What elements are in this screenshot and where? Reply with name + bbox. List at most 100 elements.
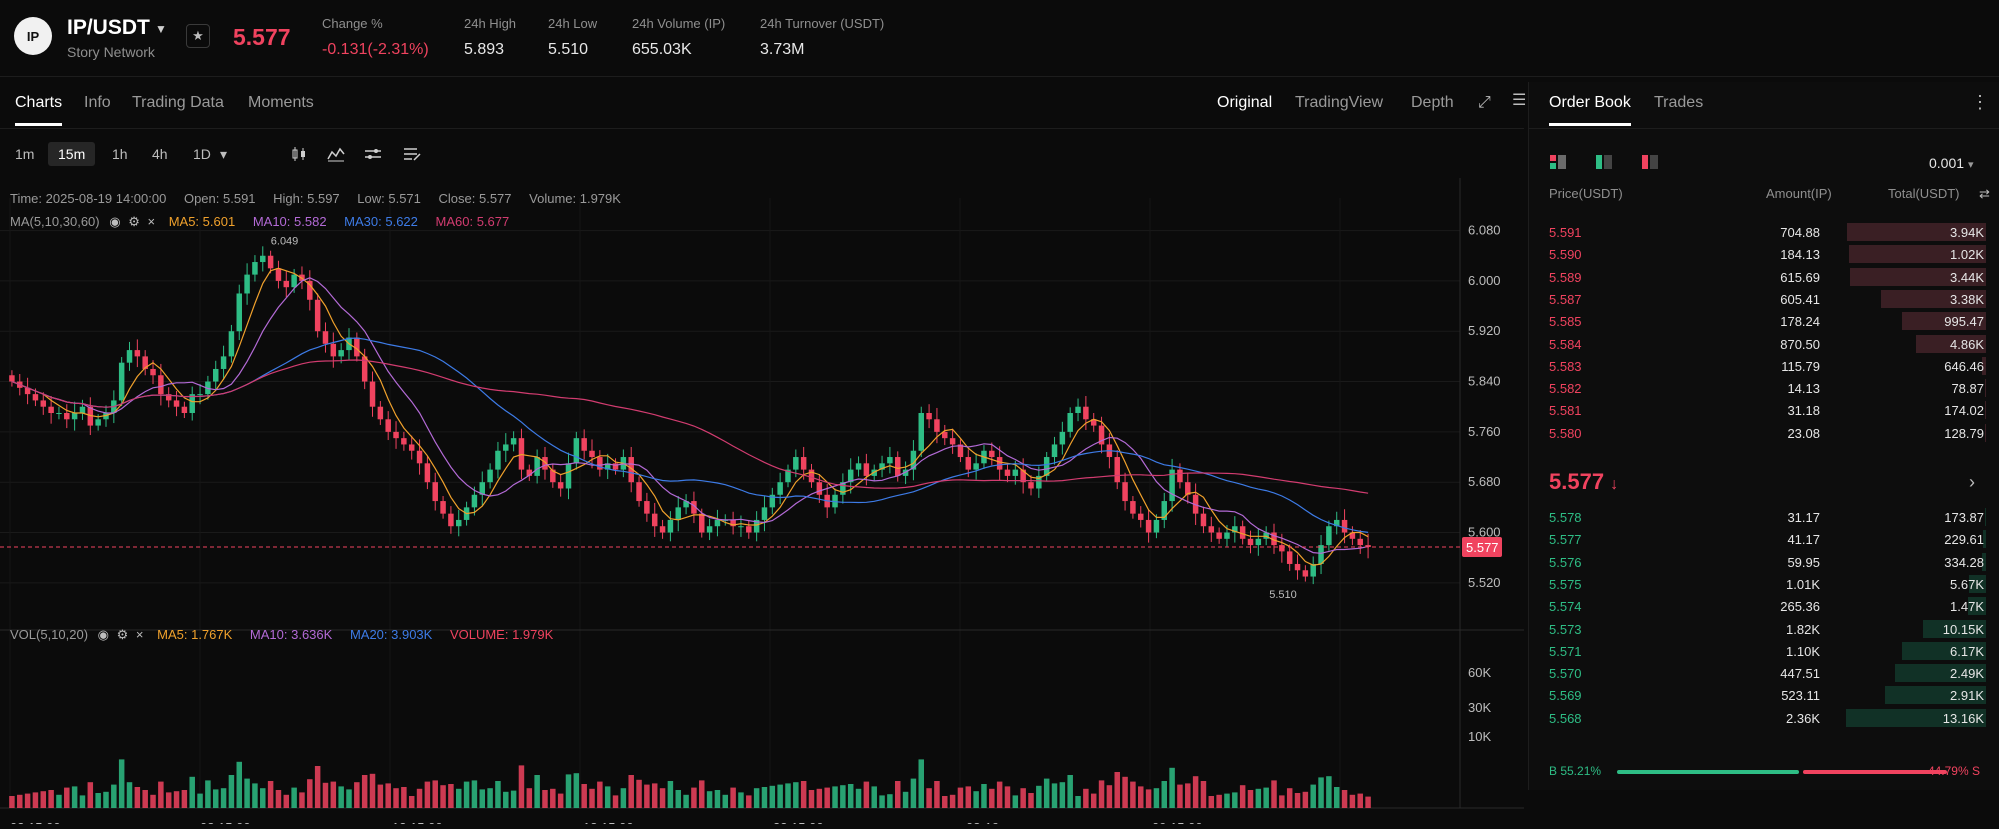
stat-label: 24h Volume (IP) bbox=[632, 16, 726, 31]
view-both-icon[interactable] bbox=[1549, 154, 1567, 170]
timeframe-4h[interactable]: 4h bbox=[152, 146, 168, 162]
more-options-icon[interactable]: ⋮ bbox=[1971, 92, 1989, 112]
bid-row[interactable]: 5.574 265.36 1.47K bbox=[1529, 595, 1999, 617]
volume-bar bbox=[64, 787, 70, 808]
volume-bar bbox=[361, 775, 368, 808]
volume-bar bbox=[495, 781, 501, 808]
candle-body bbox=[103, 413, 109, 420]
timeframe-15m[interactable]: 15m bbox=[48, 142, 96, 166]
tab-moments[interactable]: Moments bbox=[248, 94, 314, 111]
candle-body bbox=[612, 463, 619, 470]
view-bids-icon[interactable] bbox=[1595, 154, 1613, 170]
ma-legend-label: MA(5,10,30,60) bbox=[10, 214, 100, 229]
view-tradingview[interactable]: TradingView bbox=[1295, 94, 1384, 111]
candle-body bbox=[942, 431, 948, 439]
volume-bar bbox=[1255, 788, 1262, 808]
timeframe-1d[interactable]: 1D bbox=[193, 146, 211, 162]
candle-body bbox=[236, 293, 242, 332]
bid-row[interactable]: 5.575 1.01K 5.67K bbox=[1529, 573, 1999, 595]
candle-type-icon[interactable] bbox=[290, 146, 308, 162]
candle-body bbox=[597, 457, 603, 470]
vol-ma20-value: MA20: 3.903K bbox=[350, 627, 433, 642]
candle-body bbox=[456, 519, 462, 527]
stat-value: 3.73M bbox=[760, 41, 805, 58]
ask-row[interactable]: 5.591 704.88 3.94K bbox=[1529, 221, 1999, 243]
bid-row[interactable]: 5.571 1.10K 6.17K bbox=[1529, 640, 1999, 662]
candle-body bbox=[918, 413, 924, 451]
tab-trading-data[interactable]: Trading Data bbox=[132, 94, 224, 111]
ask-row[interactable]: 5.590 184.13 1.02K bbox=[1529, 243, 1999, 265]
ask-row[interactable]: 5.580 23.08 128.79 bbox=[1529, 422, 1999, 444]
more-menu-icon[interactable]: ☰ bbox=[1512, 92, 1527, 109]
candle-body bbox=[244, 274, 250, 294]
favorite-star-icon[interactable]: ★ bbox=[186, 24, 210, 48]
bid-row[interactable]: 5.578 31.17 173.87 bbox=[1529, 506, 1999, 528]
candlestick-chart[interactable]: Time: 2025-08-19 14:00:00 Open: 5.591 Hi… bbox=[0, 178, 1524, 829]
volume-bar bbox=[1145, 789, 1152, 808]
bid-row[interactable]: 5.577 41.17 229.61 bbox=[1529, 528, 1999, 550]
precision-selector[interactable]: 0.001 ▾ bbox=[1929, 155, 1973, 171]
indicator-icon[interactable] bbox=[327, 146, 345, 162]
pair-symbol[interactable]: IP/USDT bbox=[67, 16, 150, 39]
candle-body bbox=[840, 482, 846, 495]
volume-bar bbox=[299, 792, 305, 808]
swap-units-icon[interactable]: ⇄ bbox=[1979, 186, 1990, 201]
depth-bar bbox=[1983, 530, 1986, 549]
bid-row[interactable]: 5.573 1.82K 10.15K bbox=[1529, 618, 1999, 640]
volume-bar bbox=[1161, 781, 1168, 808]
view-asks-icon[interactable] bbox=[1641, 154, 1659, 170]
volume-bar bbox=[879, 795, 885, 808]
bid-row[interactable]: 5.576 59.95 334.28 bbox=[1529, 551, 1999, 573]
ask-row[interactable]: 5.584 870.50 4.86K bbox=[1529, 333, 1999, 355]
tab-info[interactable]: Info bbox=[84, 94, 111, 111]
tab-charts[interactable]: Charts bbox=[15, 94, 63, 126]
stat-24h-high: 24h High 5.893 bbox=[464, 16, 516, 59]
chevron-right-icon[interactable]: › bbox=[1969, 472, 1975, 492]
row-price: 5.591 bbox=[1549, 225, 1582, 240]
ask-row[interactable]: 5.589 615.69 3.44K bbox=[1529, 266, 1999, 288]
chart-svg[interactable]: Time: 2025-08-19 14:00:00 Open: 5.591 Hi… bbox=[0, 178, 1524, 829]
candle-body bbox=[667, 519, 674, 533]
candle-body bbox=[150, 368, 156, 376]
ask-row[interactable]: 5.587 605.41 3.38K bbox=[1529, 288, 1999, 310]
candle-body bbox=[471, 494, 478, 508]
volume-bar bbox=[307, 779, 313, 808]
row-total: 174.02 bbox=[1944, 403, 1984, 419]
view-original[interactable]: Original bbox=[1217, 94, 1273, 111]
chevron-down-icon[interactable]: ▼ bbox=[155, 22, 167, 36]
bid-row[interactable]: 5.570 447.51 2.49K bbox=[1529, 662, 1999, 684]
timeframe-1h[interactable]: 1h bbox=[112, 146, 128, 162]
tab-order-book[interactable]: Order Book bbox=[1549, 94, 1631, 126]
ask-row[interactable]: 5.585 178.24 995.47 bbox=[1529, 310, 1999, 332]
candle-body bbox=[432, 482, 438, 502]
candle-body bbox=[949, 438, 956, 445]
volume-bar bbox=[667, 781, 674, 808]
candle-body bbox=[48, 406, 54, 413]
volume-bar bbox=[526, 788, 533, 808]
ask-row[interactable]: 5.582 14.13 78.87 bbox=[1529, 377, 1999, 399]
drawing-tools-icon[interactable] bbox=[403, 146, 421, 162]
row-total: 10.15K bbox=[1942, 621, 1984, 637]
tab-trades[interactable]: Trades bbox=[1654, 94, 1704, 111]
volume-bar bbox=[1224, 793, 1230, 808]
fullscreen-icon[interactable]: ⤢ bbox=[1478, 94, 1491, 111]
settings-sliders-icon[interactable] bbox=[364, 146, 382, 162]
bid-row[interactable]: 5.569 523.11 2.91K bbox=[1529, 684, 1999, 706]
volume-bar bbox=[1302, 791, 1309, 808]
stat-label: Change % bbox=[322, 16, 383, 31]
ask-row[interactable]: 5.581 31.18 174.02 bbox=[1529, 399, 1999, 421]
volume-bar bbox=[95, 793, 101, 808]
price-tick-label: 5.600 bbox=[1468, 525, 1501, 540]
volume-bar bbox=[260, 788, 266, 808]
view-depth[interactable]: Depth bbox=[1411, 94, 1454, 111]
candle-body bbox=[510, 438, 517, 445]
candle-body bbox=[706, 526, 713, 533]
volume-bar bbox=[503, 791, 509, 808]
timeframe-1m[interactable]: 1m bbox=[15, 146, 35, 162]
ask-row[interactable]: 5.583 115.79 646.46 bbox=[1529, 355, 1999, 377]
candle-body bbox=[1028, 482, 1034, 489]
volume-bar bbox=[479, 789, 486, 808]
volume-bar bbox=[1326, 776, 1332, 808]
bid-row[interactable]: 5.568 2.36K 13.16K bbox=[1529, 707, 1999, 729]
timeframe-chevron-down-icon[interactable]: ▾ bbox=[220, 146, 228, 162]
